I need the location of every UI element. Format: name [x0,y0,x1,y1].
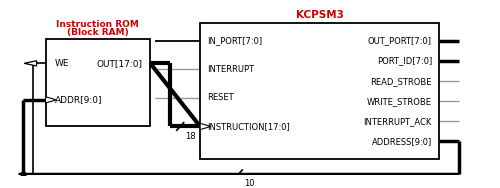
Text: IN_PORT[7:0]: IN_PORT[7:0] [208,36,262,45]
Polygon shape [46,97,56,103]
Text: KCPSM3: KCPSM3 [296,10,344,20]
Polygon shape [24,61,36,66]
Bar [200,23,440,159]
Bar [46,39,150,126]
Text: 18: 18 [185,132,196,141]
Text: OUT_PORT[7:0]: OUT_PORT[7:0] [368,36,432,45]
Text: (Block RAM): (Block RAM) [67,28,129,37]
Text: INTERRUPT: INTERRUPT [208,65,254,74]
Polygon shape [200,123,211,130]
Text: 10: 10 [244,179,254,188]
Text: ADDR[9:0]: ADDR[9:0] [54,95,102,104]
Text: Instruction ROM: Instruction ROM [56,20,140,29]
Text: OUT[17:0]: OUT[17:0] [97,59,143,68]
Text: INTERRUPT_ACK: INTERRUPT_ACK [364,117,432,126]
Text: PORT_ID[7:0]: PORT_ID[7:0] [376,57,432,66]
Text: ADDRESS[9:0]: ADDRESS[9:0] [372,137,432,146]
Text: RESET: RESET [208,93,234,102]
Text: READ_STROBE: READ_STROBE [370,77,432,86]
Text: WRITE_STROBE: WRITE_STROBE [367,97,432,106]
Text: INSTRUCTION[17:0]: INSTRUCTION[17:0] [208,122,290,131]
Text: WE: WE [54,59,69,68]
